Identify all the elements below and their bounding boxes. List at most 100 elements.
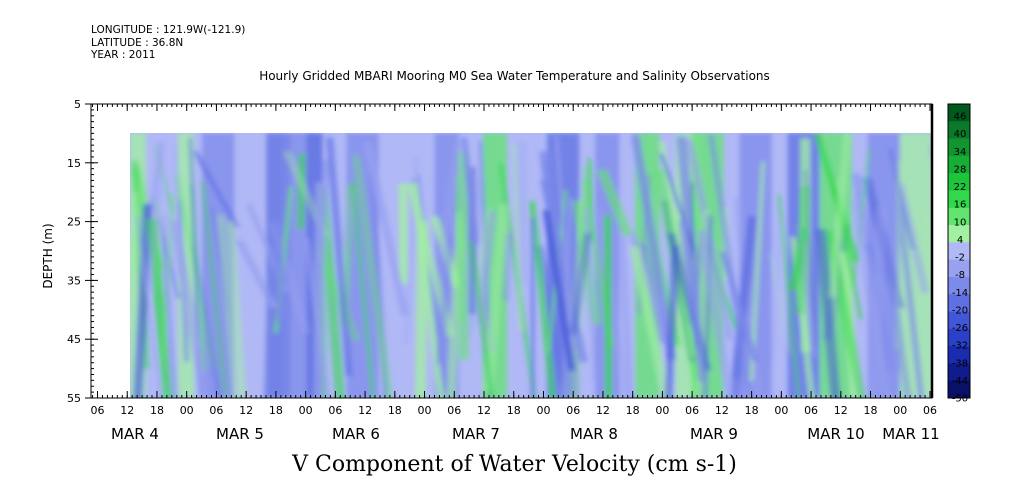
x-hour-label: 00 (655, 404, 669, 417)
variable-title: V Component of Water Velocity (cm s-1) (292, 452, 737, 477)
colorbar-swatch (948, 225, 970, 243)
heatmap-streak (719, 251, 760, 363)
latitude-text: LATITUDE : 36.8N (91, 36, 184, 49)
heatmap-streak (730, 216, 757, 398)
x-hour-label: 06 (804, 404, 818, 417)
longitude-text: LONGITUDE : 121.9W(-121.9) (91, 24, 246, 36)
colorbar-label: 28 (954, 164, 967, 175)
heatmap-streak (438, 139, 463, 257)
heatmap-streak (604, 215, 613, 398)
colorbar-label: -26 (952, 323, 968, 334)
heatmap-streak (596, 169, 634, 236)
heatmap-streak (794, 186, 810, 315)
colorbar-label: 34 (954, 147, 967, 158)
colorbar-swatch (948, 207, 970, 226)
x-hour-label: 00 (774, 404, 788, 417)
colorbar-swatch (948, 276, 970, 295)
colorbar-label: 10 (954, 217, 967, 228)
colorbar-label: -14 (952, 288, 968, 299)
x-hour-label: 12 (477, 404, 491, 417)
x-hour-label: 06 (447, 404, 461, 417)
heatmap-streak (457, 151, 470, 360)
heatmap-streak (460, 137, 480, 244)
colorbar-label: -38 (952, 358, 968, 369)
x-hour-label: 00 (299, 404, 313, 417)
colorbar-swatch (948, 259, 970, 278)
colorbar-swatch (948, 138, 970, 157)
heatmap-streak (130, 191, 139, 324)
colorbar-label: 16 (954, 200, 967, 211)
heatmap-streak (325, 137, 353, 376)
heatmap-streak (696, 231, 734, 398)
heatmap-streak (749, 161, 766, 382)
heatmap-streak (530, 217, 535, 398)
heatmap-streak (145, 141, 166, 293)
heatmap-streak (468, 241, 495, 398)
heatmap-streak (435, 233, 455, 365)
colorbar-label: 4 (957, 235, 963, 246)
colorbar-frame (947, 103, 971, 399)
heatmap-streak (569, 233, 593, 335)
heatmap-streak (849, 198, 892, 398)
heatmap-streak (554, 135, 574, 350)
heatmap-streak (677, 220, 708, 383)
colorbar-label: -2 (955, 253, 965, 264)
year-text: YEAR : 2011 (91, 49, 156, 61)
colorbar-label: -20 (952, 305, 968, 316)
heatmap-field (130, 133, 932, 398)
x-hour-label: 12 (596, 404, 610, 417)
heatmap-streak (188, 137, 203, 395)
colorbar-label: 40 (954, 129, 967, 140)
heatmap-streak (707, 134, 751, 387)
heatmap-streak (216, 214, 241, 398)
colorbar-swatch (948, 104, 970, 122)
colorbar-label: -44 (952, 376, 968, 387)
x-hour-label: 06 (91, 404, 105, 417)
heatmap-streak (768, 252, 792, 354)
colorbar: 46 40 34 28 22 16 10 4 -2 -8 -14 -20 -26 -32 -38 -44 -50 (947, 103, 971, 405)
x-hour-label: 18 (745, 404, 759, 417)
x-hour-label: 18 (150, 404, 164, 417)
x-hour-label: 18 (269, 404, 283, 417)
heatmap-streak (351, 181, 375, 398)
x-day-label: MAR 5 (216, 425, 264, 443)
colorbar-swatch (948, 346, 970, 364)
heatmap-streak (351, 155, 394, 398)
heatmap-streak (777, 194, 801, 398)
x-day-label: MAR 7 (452, 425, 500, 443)
colorbar-label: -32 (952, 341, 968, 352)
heatmap-streak (226, 221, 247, 398)
x-day-label: MAR 9 (690, 425, 738, 443)
x-hour-label: 06 (209, 404, 223, 417)
heatmap-streak (160, 193, 176, 362)
colorbar-swatch (948, 121, 970, 140)
axes: 5 15 25 35 45 55 06 12 18 00 06 12 18 00 06 12 18 00 06 12 1… (67, 98, 940, 443)
y-tick-label: 5 (74, 98, 81, 111)
x-hour-label: 18 (507, 404, 521, 417)
heatmap-streak (160, 236, 178, 398)
x-hour-label: 18 (626, 404, 640, 417)
heatmap-streak (169, 220, 210, 398)
x-hour-label: 18 (388, 404, 402, 417)
x-hour-label: 12 (715, 404, 729, 417)
y-tick-label: 45 (67, 333, 81, 346)
colorbar-label: 46 (954, 112, 967, 123)
heatmap-streak (771, 220, 782, 362)
heatmap-streak (593, 208, 631, 398)
heatmap-streak (895, 161, 900, 350)
x-hour-label: 18 (864, 404, 878, 417)
colorbar-swatch (948, 380, 970, 399)
x-hour-label: 00 (893, 404, 907, 417)
heatmap-streak (263, 246, 273, 398)
y-tick-labels: 5 15 25 35 45 55 (67, 98, 81, 405)
colorbar-swatch (948, 294, 970, 313)
colorbar-label: 22 (954, 182, 967, 193)
heatmap-streak (539, 151, 570, 315)
heatmap-streak (482, 204, 510, 391)
heatmap-streak (815, 229, 841, 398)
colorbar-swatch (948, 190, 970, 209)
heatmap-streak (192, 151, 240, 228)
x-day-label: MAR 6 (332, 425, 380, 443)
heatmap-streak (363, 142, 409, 316)
